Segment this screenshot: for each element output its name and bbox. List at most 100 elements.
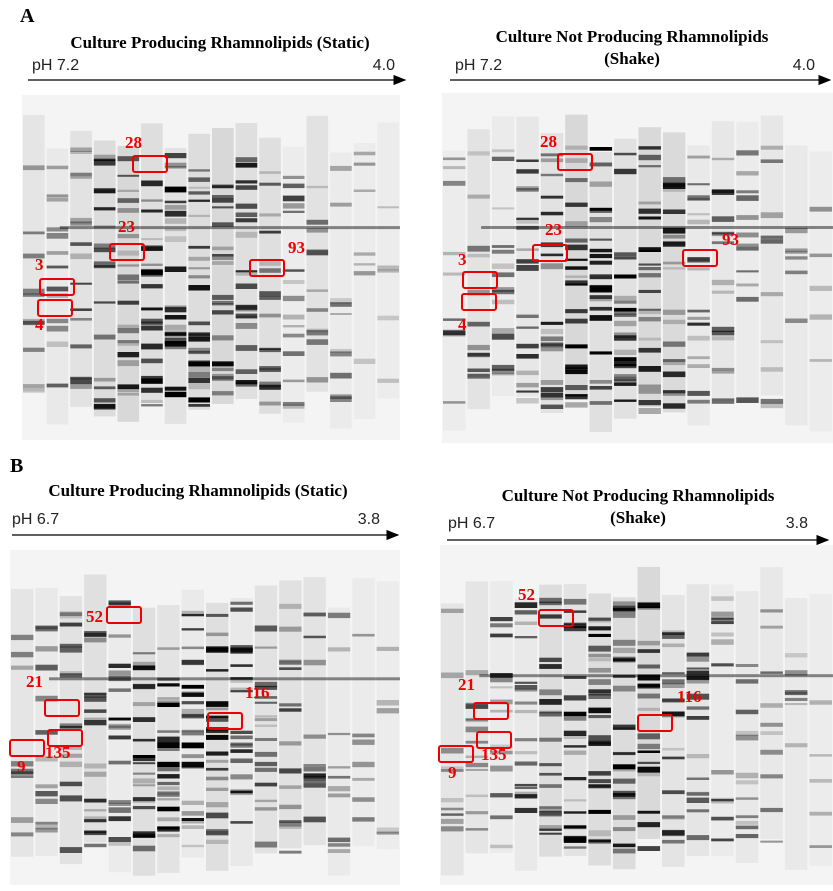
gel-band — [108, 670, 131, 676]
gel-band — [612, 724, 636, 730]
gel-band — [254, 767, 278, 772]
gel-band — [686, 667, 710, 670]
band-label: 4 — [458, 315, 467, 334]
gel-band — [637, 766, 661, 773]
gel-band — [467, 368, 490, 372]
gel-band — [638, 146, 661, 150]
gel-band — [206, 715, 229, 719]
gel-band — [259, 366, 281, 372]
gel-band — [614, 274, 637, 279]
gel-band — [565, 364, 588, 370]
gel-band — [93, 225, 116, 229]
gel-title: Culture Producing Rhamnolipids (Static) — [70, 33, 369, 52]
gel-band — [117, 388, 140, 393]
gel-lane — [687, 145, 710, 426]
gel-band — [687, 335, 710, 341]
gel-band — [70, 282, 92, 285]
band-label: 3 — [458, 250, 467, 269]
gel-band — [638, 154, 661, 161]
gel-band — [84, 819, 107, 823]
gel-band — [230, 677, 253, 680]
gel-band — [711, 620, 734, 625]
gel-lane — [711, 121, 735, 402]
gel-band — [589, 248, 613, 253]
gel-band — [760, 159, 784, 163]
gel-band — [760, 145, 784, 150]
gel-band — [760, 340, 784, 344]
gel-band — [638, 366, 661, 372]
gel-band — [467, 353, 490, 358]
gel-band — [117, 174, 140, 177]
gel-band — [565, 283, 588, 286]
gel-band — [206, 701, 229, 707]
gel-band — [254, 799, 278, 803]
band-label: 135 — [45, 743, 71, 762]
band-box — [637, 714, 673, 732]
gel-lane — [377, 122, 399, 398]
gel-band — [59, 847, 83, 853]
gel-lane — [736, 122, 758, 402]
gel-band — [279, 785, 302, 789]
gel-band — [563, 745, 587, 748]
gel-band — [84, 692, 107, 698]
gel-band — [108, 717, 131, 721]
gel-band — [539, 711, 562, 717]
gel-band — [565, 385, 588, 391]
gel-band — [711, 816, 734, 820]
gel-band — [353, 252, 376, 256]
gel-band — [141, 209, 163, 213]
gel-band — [565, 244, 588, 251]
gel-band — [809, 845, 832, 848]
gel-band — [809, 359, 832, 362]
gel-band — [108, 807, 131, 813]
gel-band — [589, 260, 613, 265]
gel-band — [490, 844, 513, 849]
gel-band — [516, 159, 539, 162]
gel-band — [303, 764, 326, 767]
gel-band — [330, 348, 352, 354]
gel-band — [282, 195, 305, 202]
gel-band — [377, 269, 399, 273]
gel-band — [330, 396, 352, 402]
gel-band — [516, 217, 539, 220]
gel-band — [132, 717, 156, 722]
gel-band — [70, 221, 92, 226]
gel-band — [735, 772, 759, 779]
gel-band — [589, 285, 613, 292]
gel-band — [638, 289, 661, 293]
gel-band — [117, 156, 140, 162]
gel-band — [259, 182, 281, 186]
gel-band — [540, 404, 564, 409]
gel-band — [330, 165, 352, 171]
gel-band — [637, 811, 661, 814]
gel-band — [235, 369, 258, 374]
gel-band — [282, 325, 305, 328]
gel-band — [809, 700, 832, 705]
gel-band — [637, 707, 661, 711]
gel-band — [11, 771, 34, 775]
gel-band — [84, 816, 107, 822]
gel-band — [760, 292, 784, 297]
gel-band — [59, 745, 83, 750]
gel-band — [117, 360, 140, 367]
band-label: 116 — [245, 683, 270, 702]
gel-band — [279, 603, 302, 609]
gel-lane — [11, 588, 34, 857]
gel-band — [132, 797, 156, 802]
gel-band — [711, 231, 735, 235]
gel-band — [117, 250, 140, 256]
gel-band — [70, 378, 92, 385]
gel-band — [539, 772, 562, 776]
gel-band — [327, 843, 351, 847]
gel-band — [539, 614, 562, 619]
gel-band — [84, 696, 107, 702]
gel-band — [206, 776, 229, 781]
gel-band — [164, 315, 187, 320]
gel-lane — [810, 152, 832, 432]
gel-band — [84, 843, 107, 848]
gel-band — [282, 314, 305, 320]
gel-band — [441, 813, 464, 816]
gel-band — [491, 149, 515, 153]
gel-band — [353, 271, 376, 276]
gel-band — [662, 683, 685, 688]
